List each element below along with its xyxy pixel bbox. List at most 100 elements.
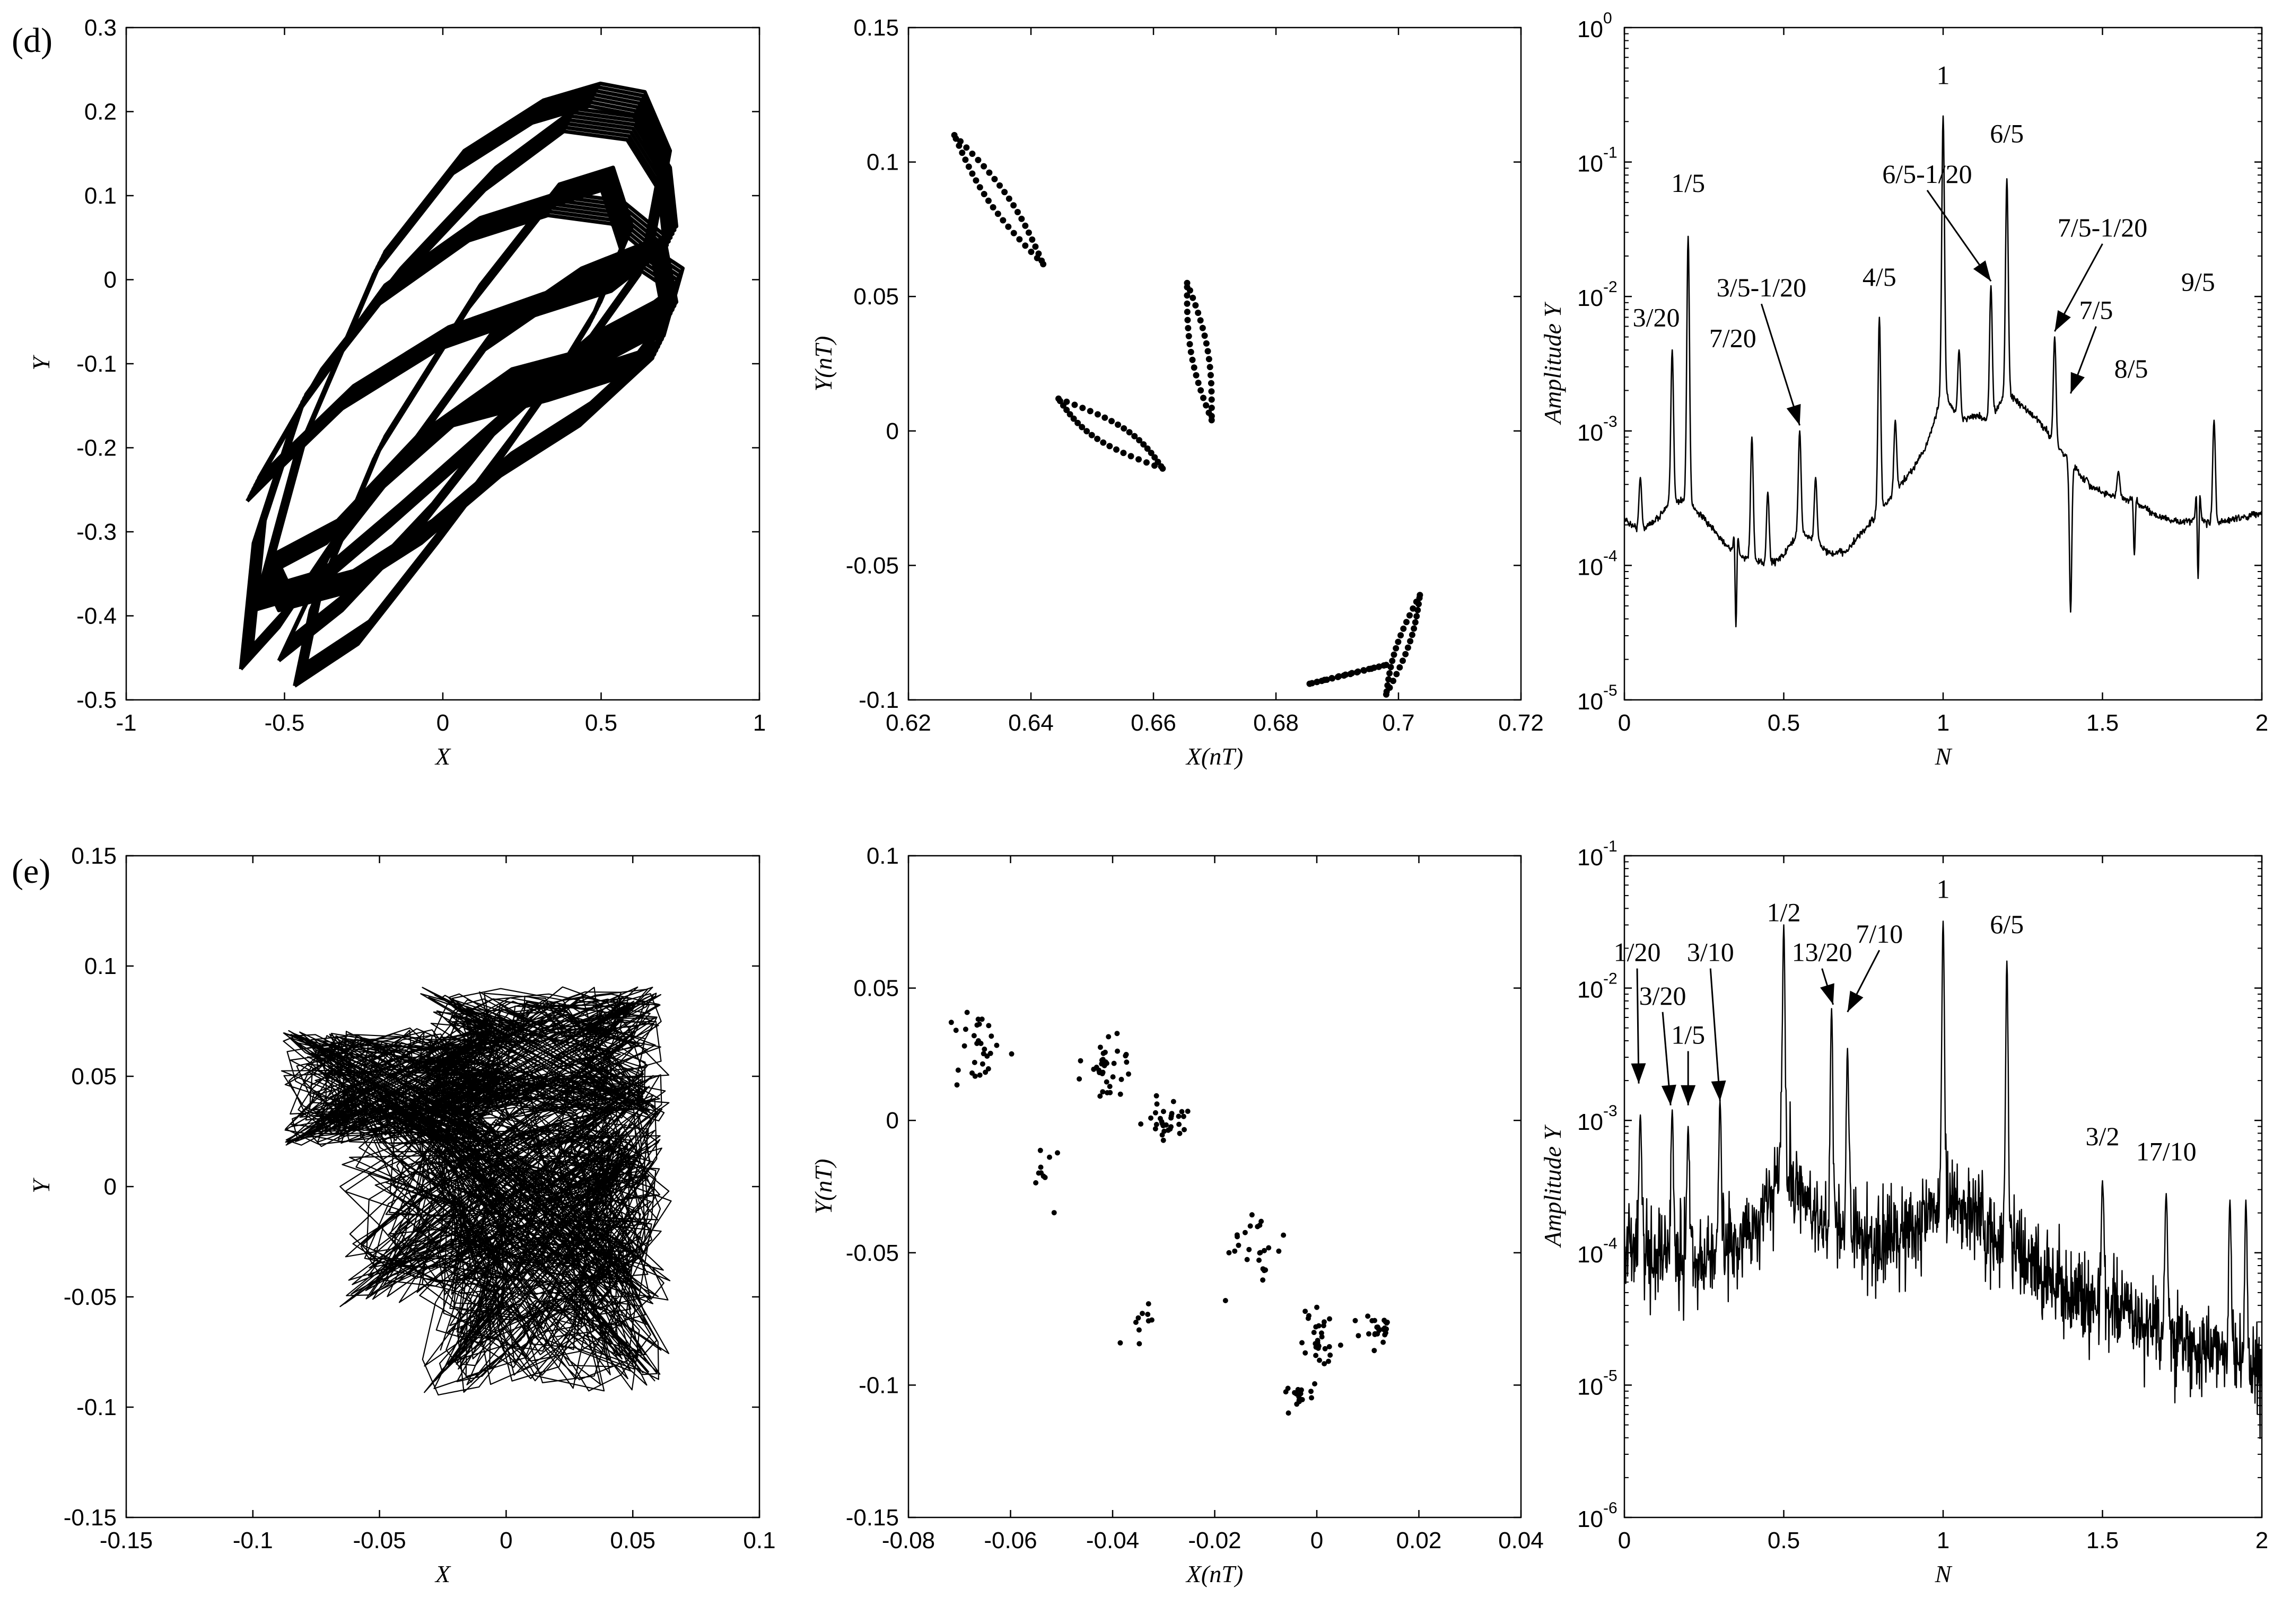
poincare-point	[1151, 454, 1158, 461]
poincare-point	[1402, 651, 1409, 657]
poincare-point	[1365, 1313, 1371, 1319]
spectrum-group	[1624, 115, 2262, 628]
poincare-point	[1040, 261, 1047, 268]
poincare-points	[948, 1009, 1390, 1416]
poincare-point	[1152, 1126, 1158, 1131]
poincare-point	[1036, 1170, 1042, 1176]
poincare-point	[1070, 415, 1077, 422]
poincare-point	[1222, 1298, 1228, 1303]
poincare-point	[1369, 1318, 1375, 1323]
poincare-point	[1097, 1044, 1103, 1050]
arrow-head	[2070, 372, 2085, 394]
y-tick-label: -0.2	[76, 435, 117, 461]
poincare-point	[980, 1061, 985, 1067]
y-tick-label: 0.1	[84, 953, 117, 979]
y-tick-exponent: -2	[1603, 970, 1617, 988]
poincare-point	[972, 1059, 977, 1065]
poincare-point	[981, 1051, 986, 1057]
x-axis-label: X	[434, 743, 451, 770]
x-tick-label: -0.5	[265, 710, 305, 736]
poincare-point	[1286, 1410, 1291, 1416]
peak-label: 1/5	[1671, 168, 1705, 198]
poincare-point	[977, 1072, 983, 1078]
poincare-point	[985, 1066, 991, 1072]
poincare-point	[1197, 317, 1204, 324]
poincare-point	[1101, 414, 1108, 421]
x-tick-label: 1.5	[2086, 710, 2119, 736]
poincare-point	[1309, 1395, 1314, 1401]
poincare-point	[1145, 1312, 1151, 1317]
arrow-head	[1847, 990, 1864, 1012]
peak-label: 17/10	[2136, 1136, 2197, 1166]
poincare-point	[1123, 1053, 1129, 1059]
y-tick-exponent: -5	[1603, 1367, 1617, 1384]
poincare-point	[1313, 1324, 1319, 1330]
x-tick-label: -0.06	[984, 1528, 1037, 1553]
poincare-point	[1146, 1301, 1151, 1307]
y-tick-label: 0.1	[84, 183, 117, 209]
x-axis-label: X(nT)	[1185, 1560, 1243, 1587]
poincare-point	[1184, 292, 1191, 299]
y-tick-exponent: -3	[1603, 413, 1617, 431]
annotation-arrow	[1760, 303, 1800, 426]
poincare-point	[1326, 1358, 1331, 1364]
poincare-point	[1393, 671, 1400, 678]
poincare-point	[1157, 1116, 1163, 1121]
y-tick-label: -0.05	[846, 552, 899, 578]
poincare-point	[1206, 364, 1213, 371]
poincare-point	[982, 1046, 987, 1052]
poincare-point	[1326, 1344, 1332, 1349]
y-tick-exponent: -5	[1603, 682, 1617, 699]
poincare-point	[1029, 236, 1036, 243]
x-tick-label: 1.5	[2086, 1528, 2119, 1553]
poincare-point	[1256, 1257, 1262, 1263]
y-tick-exponent: -4	[1603, 1235, 1617, 1252]
arrow-head	[1786, 403, 1801, 426]
poincare-point	[1110, 1074, 1116, 1080]
poincare-point	[1308, 1389, 1314, 1394]
trajectory-loop	[250, 191, 679, 648]
peak-label: 9/5	[2181, 267, 2215, 297]
poincare-point	[1083, 428, 1090, 435]
poincare-point	[1066, 411, 1073, 418]
poincare-point	[1154, 1101, 1160, 1107]
poincare-point	[1151, 462, 1158, 469]
poincare-point	[1313, 1353, 1319, 1358]
d-poincare-chart: 0.62 0.64 0.66 0.68 0.7 0.72 -0.1 -0.05 0 0.05 0.1…	[810, 15, 1544, 770]
poincare-point	[1136, 1327, 1142, 1333]
x-axis-label: X(nT)	[1185, 743, 1243, 770]
poincare-point	[1281, 1232, 1287, 1238]
d-spectrum-chart: 1 1/5 3/20 7/20 3/5-1/20 4/5 6/5-1/20 6/5 7/5-1/…	[1539, 10, 2268, 770]
poincare-point	[1032, 243, 1039, 250]
poincare-point	[1010, 202, 1017, 209]
peak-label: 6/5	[1990, 119, 2024, 148]
y-tick-label: 0	[886, 418, 899, 444]
spectrum-group	[1624, 920, 2262, 1439]
poincare-point	[1321, 1323, 1326, 1329]
y-tick-label: 0.05	[71, 1064, 117, 1090]
peak-label: 8/5	[2114, 354, 2148, 383]
poincare-point	[954, 1082, 960, 1088]
poincare-point	[1400, 625, 1407, 632]
poincare-point	[1395, 638, 1402, 645]
poincare-point	[1146, 1318, 1151, 1324]
poincare-point	[985, 197, 992, 204]
poincare-point	[972, 1073, 978, 1079]
poincare-point	[1071, 401, 1078, 408]
poincare-point	[1160, 1109, 1166, 1114]
peak-label: 7/10	[1856, 919, 1903, 949]
poincare-point	[1087, 408, 1094, 415]
poincare-point	[1184, 309, 1191, 315]
peak-label: 3/5-1/20	[1717, 273, 1806, 302]
x-tick-label: -0.02	[1188, 1528, 1241, 1553]
y-axis-label: Y(nT)	[810, 1159, 837, 1215]
y-tick-base: 10	[1577, 1374, 1603, 1400]
x-tick-label: 0.5	[1768, 710, 1800, 736]
poincare-point	[1397, 632, 1404, 639]
poincare-point	[1140, 441, 1147, 448]
spectrum-line	[1624, 920, 2262, 1439]
y-tick-label: -0.15	[64, 1505, 117, 1531]
x-tick-label: 0.72	[1498, 710, 1544, 736]
y-tick-base: 10	[1577, 977, 1603, 1003]
